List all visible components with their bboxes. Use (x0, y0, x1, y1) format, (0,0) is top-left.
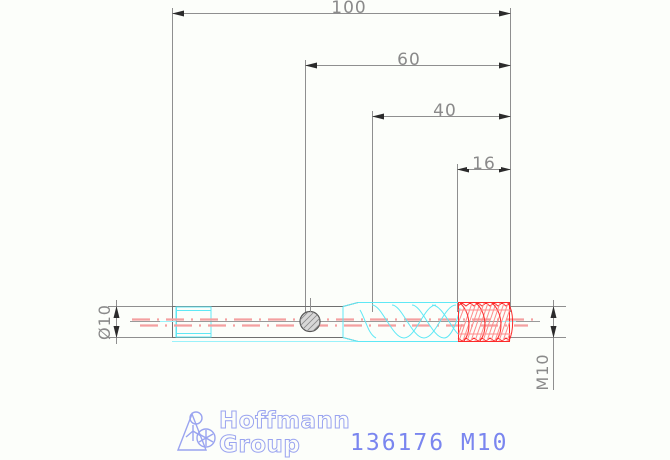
thread-label: M10 (533, 353, 552, 390)
thread-helix-1 (459, 302, 470, 342)
arrow-left-16 (457, 166, 469, 173)
thread-helix-2 (475, 302, 486, 342)
thread-section (457, 302, 514, 342)
flute-chamfer-top (342, 302, 359, 307)
arrow-bottom-diameter (113, 326, 120, 338)
dimension-40: 40 (372, 101, 511, 121)
helix-curve-4 (431, 304, 459, 335)
hoffmann-wordmark: Hoffmann Group (219, 408, 351, 459)
helix-curve-1 (371, 304, 437, 339)
helix-curve-3 (411, 304, 461, 339)
flute-chamfer-bottom (342, 337, 359, 342)
dimension-label-16: 16 (472, 154, 496, 174)
arrow-left-100 (172, 10, 184, 17)
thread-hatch-lines (458, 302, 511, 342)
logo-gear-circle (196, 428, 216, 448)
arrow-bottom-thread (550, 326, 557, 338)
dimension-diameter: Ø10 (95, 300, 120, 344)
cross-hole (299, 298, 321, 333)
dim-label-mask-16 (467, 156, 501, 169)
arrow-right-16 (499, 166, 511, 173)
arrow-right-40 (499, 113, 511, 120)
part-number-group: 136176 M10 (350, 430, 508, 456)
dimension-60: 60 (305, 50, 511, 70)
helical-flute-section (342, 302, 461, 342)
arrow-right-60 (499, 62, 511, 69)
brand-line-2: Group (219, 432, 300, 458)
dim-label-mask-100 (327, 0, 371, 13)
thread-helix-4 (507, 302, 514, 342)
dim-label-mask-60 (392, 52, 426, 65)
helix-curve-2 (391, 304, 457, 339)
thread-helix-3 (491, 302, 502, 342)
arrow-left-40 (372, 113, 384, 120)
arrow-left-60 (305, 62, 317, 69)
dimension-label-40: 40 (433, 101, 457, 121)
arrow-top-diameter (113, 306, 120, 318)
dimension-thread: M10 (533, 300, 557, 391)
logo-gear-spokes (198, 430, 214, 446)
diameter-label: Ø10 (95, 304, 114, 340)
hoffmann-logo-mark (176, 411, 216, 451)
helix-curve-0 (359, 309, 377, 339)
arrow-right-100 (499, 10, 511, 17)
arrow-top-thread (550, 306, 557, 318)
dimension-100: 100 (172, 0, 511, 18)
part-number-text: 136176 M10 (350, 430, 508, 456)
brand-line-1: Hoffmann (219, 408, 350, 434)
dimension-16: 16 (457, 154, 511, 174)
dimension-label-100: 100 (331, 0, 366, 18)
extension-lines (108, 8, 566, 338)
dimension-label-60: 60 (397, 50, 421, 70)
center-axis (130, 318, 540, 327)
dim-label-mask-40 (428, 103, 462, 116)
logo-head-circle (189, 411, 203, 425)
